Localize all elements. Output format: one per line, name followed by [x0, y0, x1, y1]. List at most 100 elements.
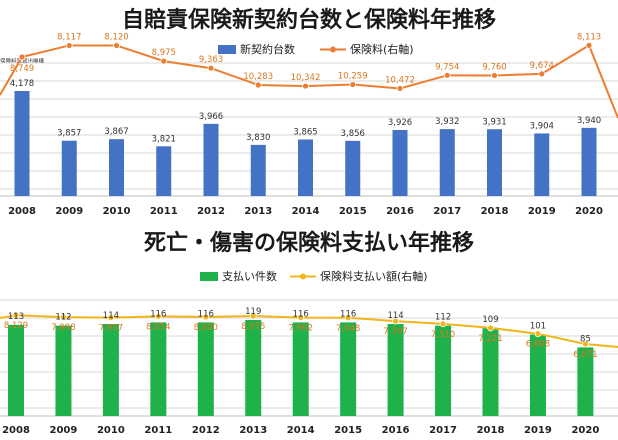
line-point	[249, 312, 257, 320]
bar	[156, 146, 172, 196]
x-tick-label: 2009	[50, 425, 78, 436]
line-value-label: 7,510	[431, 330, 455, 340]
chart-1-title: 自賠責保険新契約台数と保険料年推移	[122, 7, 496, 33]
bar	[439, 129, 455, 196]
line-point	[113, 42, 120, 49]
line-point	[107, 314, 115, 322]
bar-value-label: 3,904	[530, 121, 554, 131]
x-tick-label: 2017	[429, 425, 457, 436]
legend-line-label: 保険料支払い額(右軸)	[320, 269, 428, 283]
line-point	[297, 314, 305, 321]
bar-value-label: 116	[150, 309, 166, 319]
line-value-label: 7,957	[99, 324, 123, 334]
line-point	[439, 320, 447, 328]
x-tick-label: 2010	[97, 425, 125, 436]
x-tick-label: 2014	[287, 425, 315, 436]
bar	[387, 324, 404, 416]
bar	[102, 324, 119, 416]
chart-2-labels: 113 112 114 116 116 119 116 116 114 112 109 101 85 8,…	[4, 307, 598, 360]
line-value-label: 7,707	[383, 327, 407, 337]
bar	[14, 91, 30, 196]
legend-bar-swatch	[200, 272, 218, 281]
chart-2-bars	[8, 320, 594, 416]
bar-value-label: 3,926	[388, 118, 412, 128]
line-value-label: 9,754	[435, 62, 459, 72]
bar	[8, 324, 24, 416]
chart-2-x-axis: 2008 2009 2010 2011 2012 2013 2014 2015 2016 2017…	[2, 425, 599, 436]
x-tick-label: 2016	[386, 206, 414, 217]
line-value-label: 8,129	[4, 321, 28, 331]
line-value-label: 8,054	[146, 322, 170, 332]
line-point	[60, 313, 67, 321]
x-tick-label: 2011	[150, 206, 178, 217]
legend-bar-label: 支払い件数	[222, 269, 277, 283]
bar-value-label: 116	[198, 309, 214, 319]
x-tick-label: 2009	[55, 206, 83, 217]
line-point	[582, 340, 589, 348]
chart-2-line	[0, 311, 618, 348]
line-point	[202, 313, 210, 321]
bar-value-label: 3,932	[435, 117, 459, 127]
line-point	[487, 324, 494, 332]
line-point	[585, 41, 593, 49]
x-tick-label: 2008	[8, 206, 36, 217]
bar-value-label: 112	[435, 313, 451, 323]
bar	[487, 129, 502, 196]
line-point	[349, 81, 357, 88]
line-point	[160, 57, 168, 65]
line-value-label: 8,749	[10, 64, 34, 74]
bar-value-label: 3,931	[482, 117, 506, 127]
chart-1-labels: 4,178 3,857 3,867 3,821 3,966 3,830 3,865 3,856…	[10, 32, 601, 144]
bar	[482, 328, 499, 416]
line-value-label: 8,113	[577, 32, 601, 42]
x-tick-label: 2013	[239, 425, 267, 436]
bar	[345, 140, 361, 196]
bar	[577, 347, 594, 416]
chart-2: 死亡・傷害の保険料支払い年推移 支払い件数 保険料支払い額(右軸) 113 112…	[0, 230, 618, 436]
line-value-label: 10,283	[243, 72, 273, 82]
bar-value-label: 4,178	[10, 79, 34, 89]
bar	[245, 320, 262, 416]
line-point	[491, 72, 498, 79]
bar-value-label: 116	[293, 309, 309, 319]
line-value-label: 8,120	[104, 33, 128, 43]
line-point	[12, 311, 20, 319]
line-value-label: 8,000	[194, 323, 218, 333]
bar-value-label: 119	[245, 307, 261, 317]
x-tick-label: 2010	[103, 206, 131, 217]
bar-value-label: 3,867	[104, 127, 128, 137]
bar	[392, 130, 408, 196]
line-point	[154, 312, 162, 320]
bar	[435, 325, 452, 416]
line-value-label: 10,472	[385, 75, 415, 85]
bar-value-label: 3,821	[152, 134, 176, 144]
x-tick-label: 2016	[382, 425, 410, 436]
x-tick-label: 2012	[192, 425, 220, 436]
x-tick-label: 2019	[524, 425, 552, 436]
x-tick-label: 2018	[481, 206, 509, 217]
line-value-label: 10,342	[291, 73, 321, 83]
bar-value-label: 3,966	[199, 112, 223, 122]
chart-1: 自賠責保険新契約台数と保険料年推移 新契約台数 保険料(右軸) 保険料率算出機構…	[0, 7, 618, 217]
x-tick-label: 2019	[528, 206, 556, 217]
line-value-label: 7,948	[336, 324, 360, 334]
bar-value-label: 3,865	[293, 127, 317, 137]
bar-value-label: 113	[8, 312, 24, 322]
x-tick-label: 2012	[197, 206, 225, 217]
line-value-label: 8,117	[57, 32, 81, 42]
bar	[529, 334, 546, 416]
legend-bar-label: 新契約台数	[240, 42, 295, 56]
legend-line-label: 保険料(右軸)	[350, 42, 414, 56]
bar	[61, 140, 77, 196]
line-value-label: 10,259	[338, 72, 368, 82]
line-point	[534, 330, 542, 338]
x-tick-label: 2011	[144, 425, 172, 436]
bar	[581, 127, 597, 196]
bar	[109, 139, 124, 196]
bar	[340, 322, 357, 416]
bar-value-label: 3,857	[57, 129, 81, 139]
bar	[250, 144, 266, 196]
bar-value-label: 116	[340, 309, 356, 319]
x-tick-label: 2015	[334, 425, 362, 436]
